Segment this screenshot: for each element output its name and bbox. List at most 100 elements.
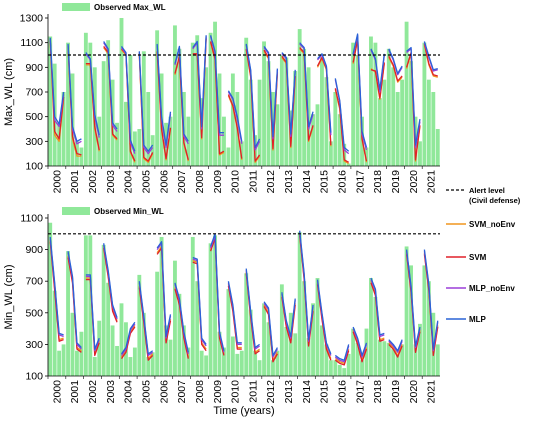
y-tick-label: 900 <box>25 244 43 256</box>
observed-bar <box>409 61 413 166</box>
observed-bar <box>155 30 160 166</box>
y-tick-label: 700 <box>25 276 43 288</box>
observed-bar <box>115 122 119 166</box>
observed-bar <box>369 278 373 376</box>
observed-bar <box>70 312 75 376</box>
y-tick-label: 1100 <box>20 37 43 49</box>
x-tick-label: 2015 <box>319 170 331 194</box>
series-line-svm <box>334 88 349 163</box>
observed-bar <box>333 360 338 376</box>
series-line-mlp <box>227 281 242 344</box>
x-tick-label: 2012 <box>265 170 277 194</box>
x-tick-label: 2008 <box>194 380 206 404</box>
observed-bar <box>177 293 182 376</box>
series-line-mlp <box>138 281 154 355</box>
observed-bar <box>355 342 360 376</box>
series-line-mlp <box>370 48 385 91</box>
observed-bar <box>222 347 226 376</box>
observed-bar <box>351 42 356 166</box>
series-line-mlp <box>120 321 136 355</box>
observed-bar <box>288 312 293 376</box>
observed-bar <box>320 57 324 166</box>
observed-bar <box>422 265 427 376</box>
x-tick-label: 2000 <box>51 380 63 404</box>
y-tick-label: 500 <box>25 111 43 123</box>
observed-bar <box>66 251 70 376</box>
legend-observed-swatch <box>62 207 90 215</box>
legend-mlp-label: MLP <box>469 315 487 324</box>
observed-bar <box>106 282 111 376</box>
observed-bar <box>257 79 262 166</box>
x-tick-label: 2007 <box>176 170 188 194</box>
series-line-svm <box>120 326 136 359</box>
observed-bar <box>328 360 333 376</box>
observed-bar <box>266 322 271 376</box>
observed-bar <box>342 368 347 376</box>
observed-bar <box>351 328 356 376</box>
series-line-svm <box>352 331 368 363</box>
observed-bar <box>57 350 62 376</box>
y-tick-label: 300 <box>25 136 43 148</box>
observed-bar <box>239 141 244 166</box>
observed-bar <box>217 331 222 376</box>
observed-bar <box>275 350 280 376</box>
observed-bar <box>409 265 413 376</box>
series-line-mlp <box>67 251 82 349</box>
observed-bar <box>315 278 320 376</box>
observed-bar <box>413 344 418 376</box>
observed-bar <box>195 281 200 376</box>
observed-bar <box>324 77 329 166</box>
x-tick-label: 2001 <box>69 170 81 194</box>
series-line-mlp <box>263 301 278 357</box>
observed-bar <box>186 347 191 376</box>
observed-bar <box>186 116 191 166</box>
observed-bar <box>190 236 195 376</box>
series-line-svm <box>209 41 225 155</box>
observed-bar <box>181 325 186 376</box>
legend: Alert level (Civil defense) SVM_noEnv SV… <box>446 186 521 324</box>
series-line-mlp-noenv <box>67 45 82 145</box>
observed-bar <box>279 284 284 376</box>
observed-bar <box>195 35 200 166</box>
series-line-svm <box>174 288 189 359</box>
observed-bar <box>279 55 284 166</box>
observed-bar <box>119 18 124 166</box>
observed-bar <box>297 232 302 376</box>
legend-svm-label: SVM <box>469 253 487 262</box>
observed-bar <box>208 243 213 376</box>
observed-bar <box>364 147 369 166</box>
observed-bar <box>244 273 249 376</box>
series-line-mlp <box>174 282 189 353</box>
series-line-mlp <box>405 249 421 347</box>
observed-bar <box>92 357 97 376</box>
x-tick-label: 2004 <box>123 170 135 194</box>
observed-bar <box>418 141 422 166</box>
observed-bar <box>377 98 382 166</box>
x-tick-label: 2002 <box>87 170 99 194</box>
series-line-mlp <box>85 52 100 136</box>
observed-bar <box>302 48 307 166</box>
series-line-mlp <box>263 45 279 138</box>
x-tick-label: 2019 <box>390 380 402 404</box>
observed-bar <box>83 32 88 166</box>
observed-bar <box>230 336 235 376</box>
x-tick-label: 2009 <box>212 380 224 404</box>
observed-bar <box>48 222 53 376</box>
observed-bar <box>83 235 88 376</box>
observed-bar <box>400 344 405 376</box>
observed-bar <box>190 42 195 166</box>
observed-bar <box>293 333 298 376</box>
observed-bar <box>248 309 253 376</box>
series-line-mlp <box>334 78 350 152</box>
series-line-mlp <box>174 45 189 142</box>
observed-bar <box>262 303 266 376</box>
x-tick-label: 2006 <box>158 380 170 404</box>
series-line-mlp <box>227 90 243 142</box>
y-tick-label: 1100 <box>20 213 43 225</box>
observed-bar <box>168 339 173 376</box>
observed-bar <box>213 21 217 167</box>
series-line-mlp <box>388 48 403 75</box>
y-tick-label: 300 <box>25 339 43 351</box>
observed-bar <box>217 73 222 166</box>
